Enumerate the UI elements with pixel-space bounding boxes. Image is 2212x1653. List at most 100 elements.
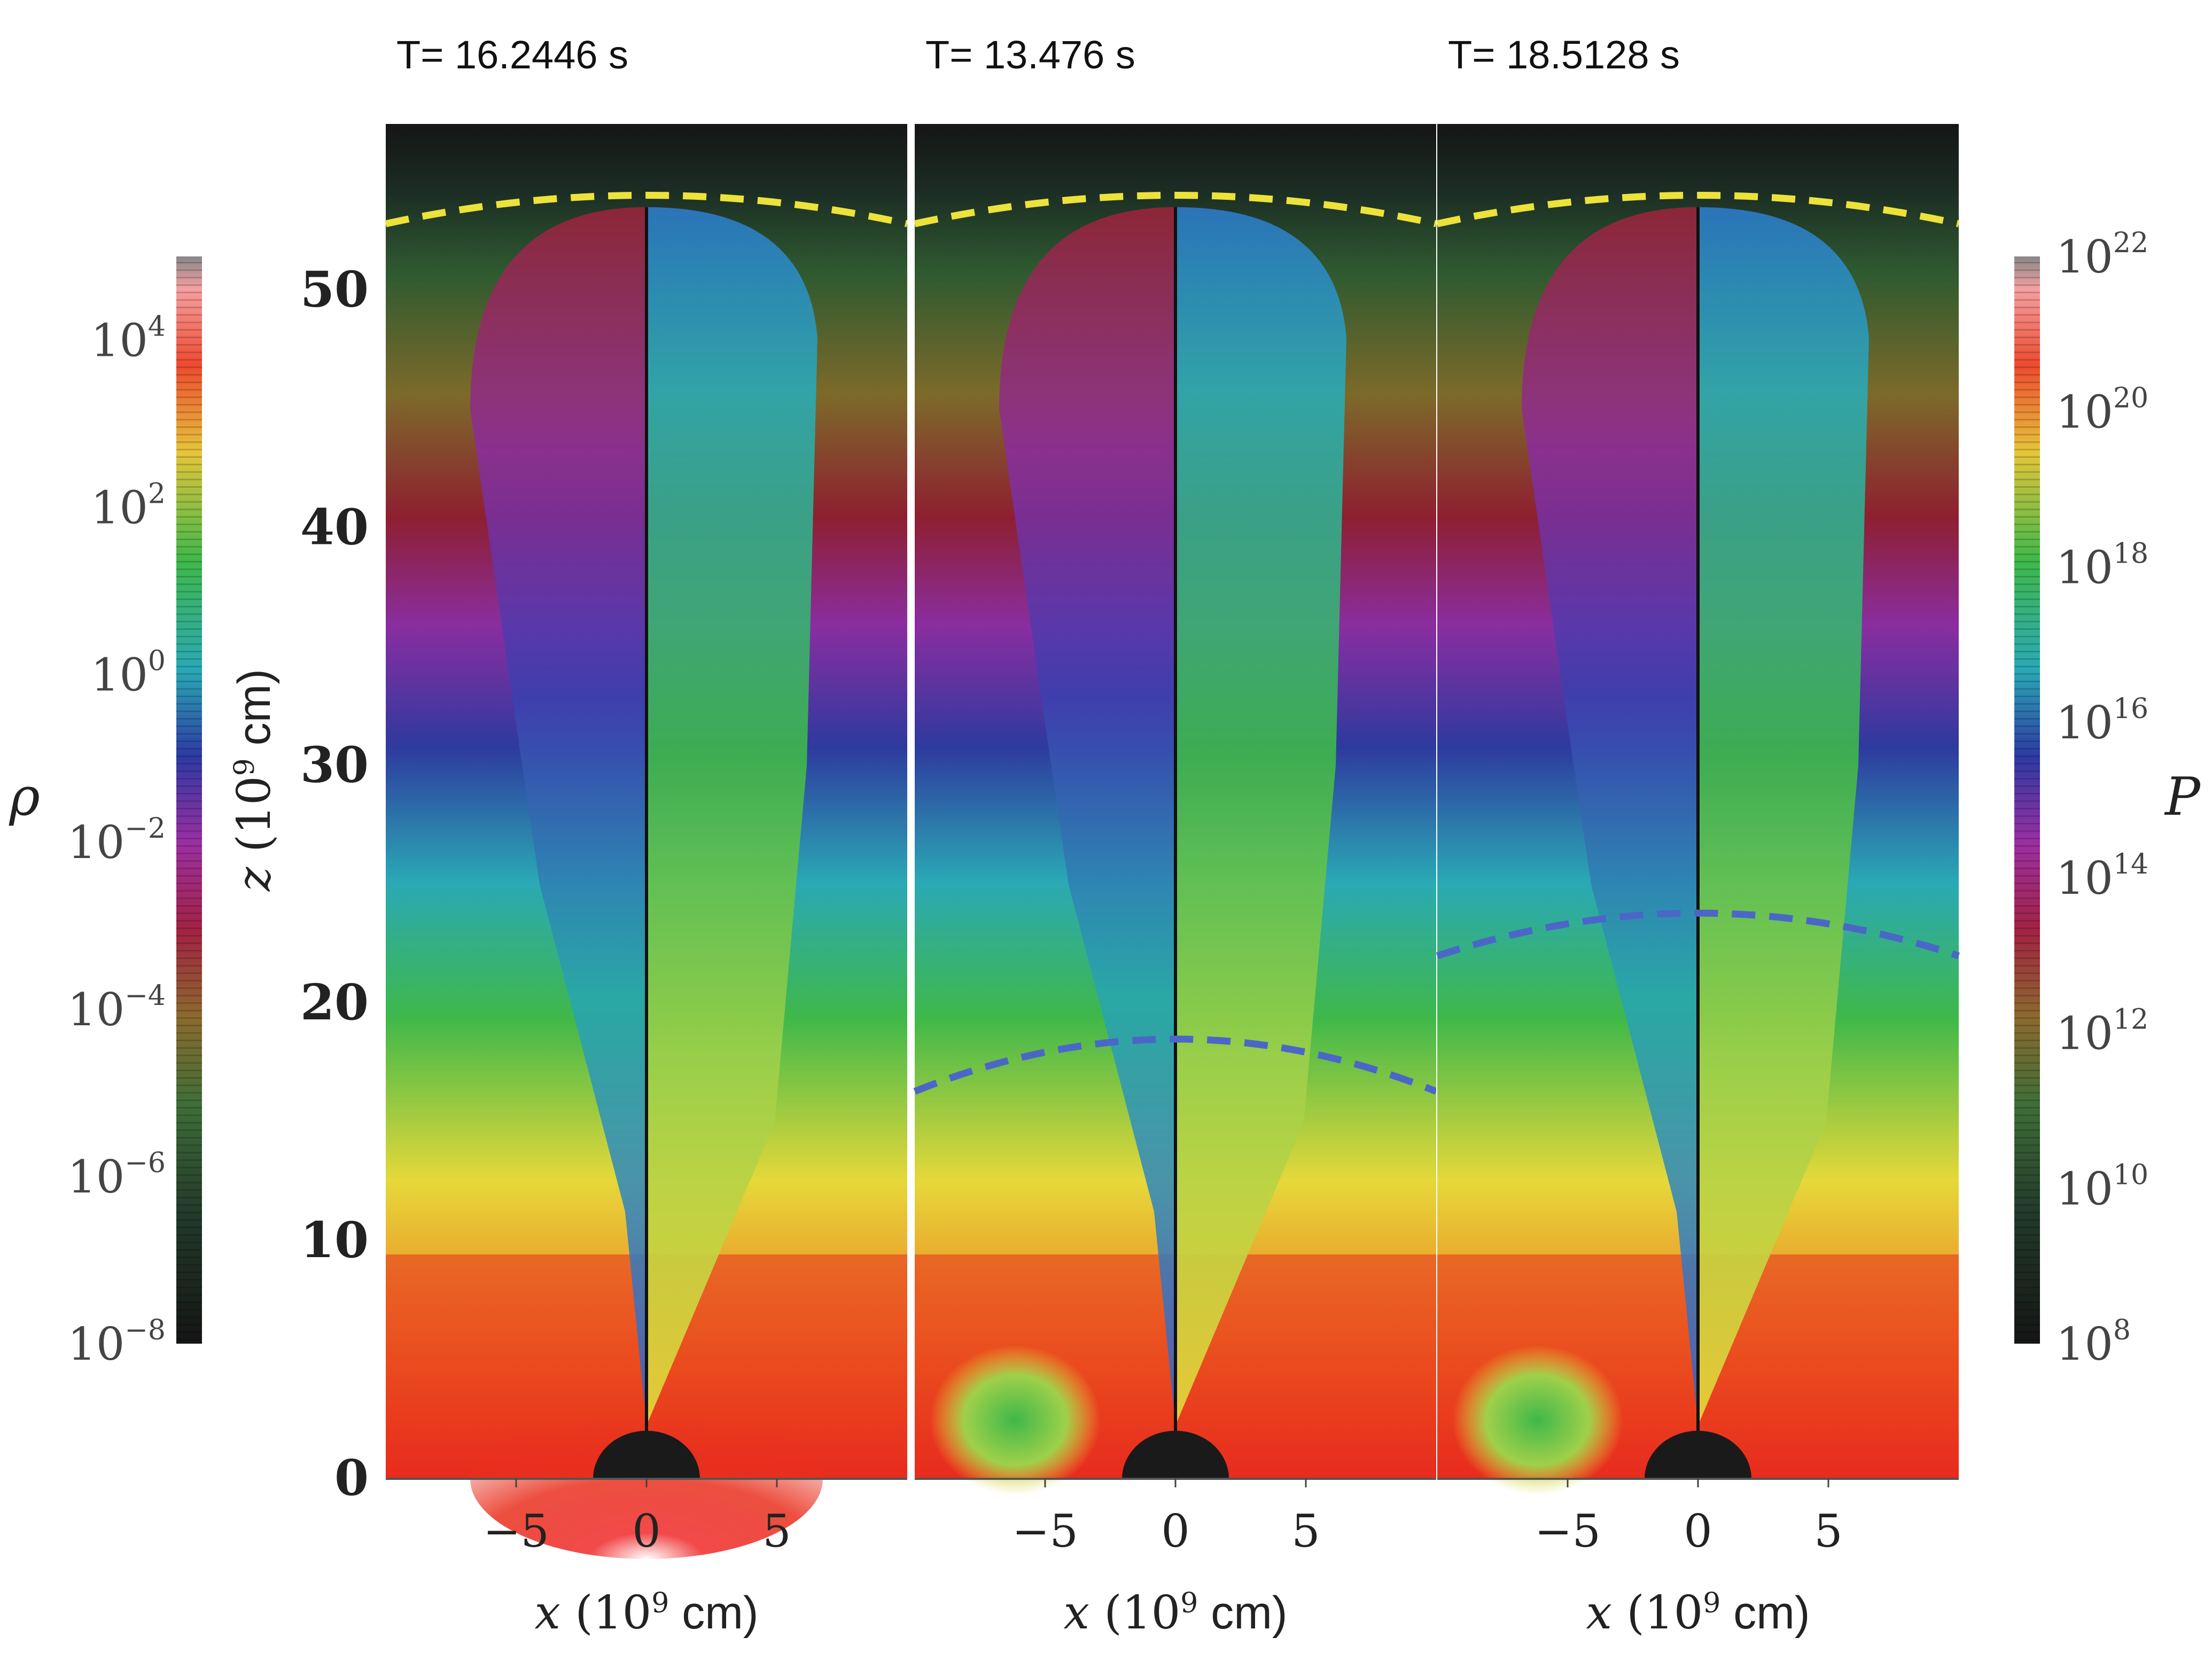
pressure-tick-label: 1010 bbox=[2056, 1159, 2148, 1215]
x-tick-label: 0 bbox=[1161, 1505, 1189, 1557]
tick-base: 10 bbox=[67, 984, 124, 1036]
space bbox=[228, 852, 281, 867]
pressure-cocoon bbox=[1175, 207, 1346, 1426]
green-clump bbox=[1452, 1345, 1623, 1495]
density-tick-label: 100 bbox=[91, 645, 166, 701]
tick-exponent: 4 bbox=[148, 311, 166, 343]
tick-base: 10 bbox=[2056, 541, 2113, 594]
tick-base: 10 bbox=[91, 315, 148, 367]
tick-base: 10 bbox=[2056, 697, 2113, 749]
y-tick-label: 30 bbox=[300, 736, 369, 793]
axes: 0 10 20 30 40 50 z (109 cm) bbox=[228, 260, 369, 1507]
y-tick-label: 20 bbox=[300, 973, 369, 1031]
x-axis-label-tail: cm) bbox=[1720, 1587, 1810, 1639]
density-tick-label: 10−4 bbox=[67, 980, 166, 1036]
y-axis-label-unit: (10 bbox=[228, 776, 281, 852]
pressure-tick-label: 1018 bbox=[2056, 537, 2148, 594]
panels: T= 16.2446 s−5 0 5x (109 cm)T= 13.476 s−5 0… bbox=[385, 33, 1960, 1640]
space bbox=[1089, 1586, 1104, 1640]
x-tick-label: −5 bbox=[483, 1505, 549, 1557]
tick-base: 10 bbox=[2056, 852, 2113, 905]
panel-2: T= 13.476 s−5 0 5x (109 cm) bbox=[913, 33, 1443, 1640]
y-axis-label-tail: cm) bbox=[229, 669, 280, 758]
pressure-tick-label: 1020 bbox=[2056, 383, 2148, 439]
density-cocoon bbox=[999, 207, 1175, 1426]
x-axis-label-exp: 9 bbox=[1703, 1587, 1720, 1619]
tick-base: 10 bbox=[2056, 1008, 2113, 1060]
inner-shock-front bbox=[913, 1035, 1438, 1095]
tick-exponent: 10 bbox=[2113, 1159, 2148, 1191]
tick-exponent: −6 bbox=[124, 1147, 166, 1179]
x-axis-label-unit: (10 bbox=[575, 1586, 651, 1640]
pressure-colorbar-title: P bbox=[2164, 767, 2201, 828]
x-axis-title: x (109 cm) bbox=[534, 1586, 758, 1640]
tick-exponent: 20 bbox=[2113, 383, 2148, 415]
time-label: T= 18.5128 s bbox=[1448, 33, 1680, 77]
space bbox=[1612, 1586, 1626, 1640]
tick-exponent: −2 bbox=[124, 813, 166, 845]
pressure-tick-label: 1014 bbox=[2056, 848, 2148, 905]
x-axis-label-unit: (10 bbox=[1626, 1586, 1703, 1640]
x-tick-label: 5 bbox=[1814, 1505, 1842, 1557]
central-object bbox=[593, 1431, 700, 1479]
y-axis-label-exp: 9 bbox=[229, 758, 261, 776]
tick-base: 10 bbox=[67, 816, 124, 869]
pressure-tick-label: 1022 bbox=[2056, 227, 2148, 283]
pressure-cocoon bbox=[1698, 207, 1869, 1426]
pressure-cocoon bbox=[647, 207, 817, 1426]
tick-exponent: 14 bbox=[2113, 848, 2148, 880]
time-label: T= 16.2446 s bbox=[396, 33, 628, 77]
panel-1: T= 16.2446 s−5 0 5x (109 cm) bbox=[385, 33, 914, 1640]
x-tick-label: 0 bbox=[1684, 1505, 1712, 1557]
pressure-tick-label: 1012 bbox=[2056, 1004, 2148, 1060]
density-tick-label: 10−6 bbox=[67, 1147, 166, 1203]
x-tick-label: −5 bbox=[1535, 1505, 1601, 1557]
y-tick-label: 40 bbox=[300, 498, 369, 556]
outer-shock-front bbox=[1436, 191, 1960, 228]
y-tick-label: 50 bbox=[300, 260, 369, 318]
tick-base: 10 bbox=[2056, 1163, 2113, 1215]
y-tick-label: 10 bbox=[300, 1211, 369, 1269]
tick-exponent: 22 bbox=[2113, 227, 2148, 259]
inner-shock-front bbox=[1436, 909, 1960, 960]
x-axis-title: x (109 cm) bbox=[1063, 1586, 1287, 1640]
panel-3: T= 18.5128 s −5 0 5 x (109 cm) bbox=[1436, 33, 1960, 1640]
density-tick-label: 10−2 bbox=[67, 813, 166, 869]
y-tick-label: 0 bbox=[334, 1449, 369, 1507]
x-axis-label-var: x bbox=[1586, 1586, 1612, 1640]
tick-base: 10 bbox=[91, 482, 148, 534]
time-label: T= 13.476 s bbox=[925, 33, 1135, 77]
pressure-tick-label: 108 bbox=[2056, 1314, 2131, 1370]
tick-exponent: 0 bbox=[148, 645, 166, 677]
tick-exponent: −8 bbox=[124, 1314, 166, 1346]
tick-base: 10 bbox=[67, 1151, 124, 1203]
density-tick-label: 10−8 bbox=[67, 1314, 166, 1370]
x-tick-label: 5 bbox=[762, 1505, 791, 1557]
pressure-tick-label: 1016 bbox=[2056, 693, 2148, 749]
outer-shock-front bbox=[914, 191, 1437, 228]
tick-base: 10 bbox=[67, 1318, 124, 1370]
colorbars: 10410210010−210−410−610−8ρ10221020101810… bbox=[9, 227, 2201, 1370]
tick-exponent: −4 bbox=[124, 980, 166, 1012]
x-axis-label-unit: (10 bbox=[1104, 1586, 1180, 1640]
density-colorbar-stripes bbox=[176, 256, 202, 1344]
tick-base: 10 bbox=[2056, 386, 2113, 439]
central-object bbox=[1645, 1431, 1751, 1479]
x-axis-label-tail: cm) bbox=[669, 1587, 758, 1639]
x-tick-label: −5 bbox=[1012, 1505, 1078, 1557]
y-axis-title: z (109 cm) bbox=[228, 669, 281, 892]
space bbox=[560, 1586, 575, 1640]
x-axis-label-var: x bbox=[534, 1586, 560, 1640]
x-axis-label-tail: cm) bbox=[1198, 1587, 1287, 1639]
tick-exponent: 12 bbox=[2113, 1004, 2148, 1036]
x-axis-label-exp: 9 bbox=[651, 1587, 669, 1619]
density-colorbar-title: ρ bbox=[9, 767, 40, 828]
density-tick-label: 104 bbox=[91, 311, 166, 367]
pressure-colorbar-stripes bbox=[2014, 256, 2040, 1344]
tick-base: 10 bbox=[2056, 231, 2113, 283]
panel-separator bbox=[907, 124, 914, 1484]
density-cocoon bbox=[1522, 207, 1698, 1426]
